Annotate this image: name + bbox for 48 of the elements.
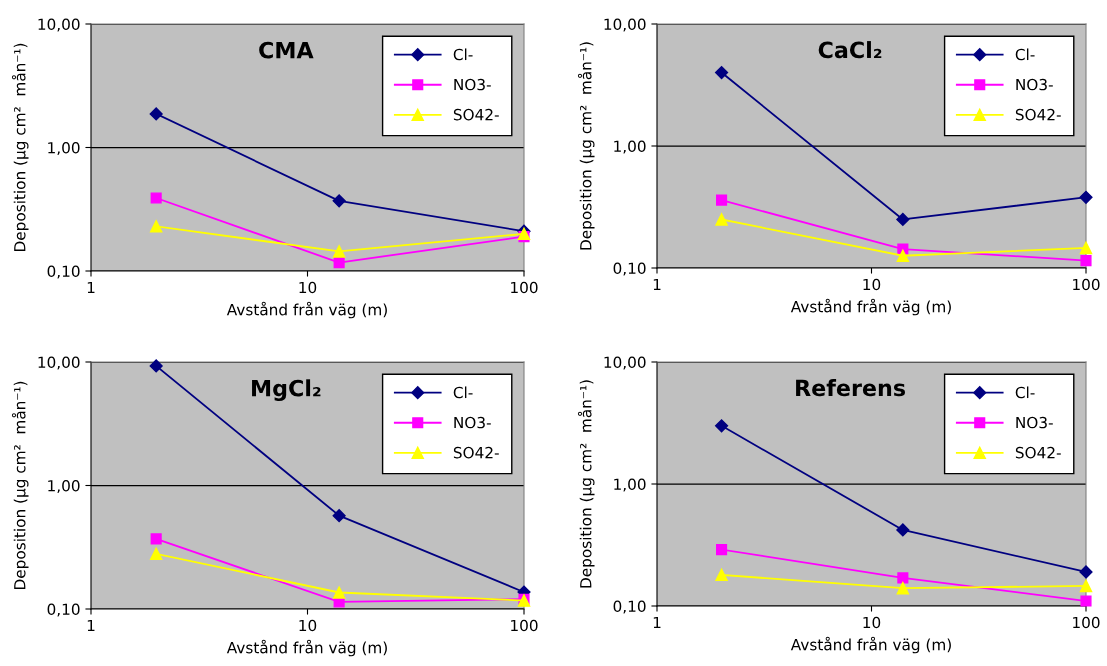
legend-label: Cl- [1015,48,1035,61]
x-tick-label: 1 [653,278,661,291]
x-axis-title: Avstånd från väg (m) [226,639,387,657]
x-tick-label: 1 [653,616,661,629]
x-tick-label: 10 [299,281,317,294]
x-tick-label: 10 [863,278,881,291]
legend-label: SO42- [453,446,499,459]
y-tick-label: 10,00 [38,18,80,32]
x-axis-title: Avstånd från väg (m) [226,301,387,319]
x-axis-title: Avstånd från väg (m) [790,298,951,316]
y-tick-label: 0,10 [613,262,646,276]
text: MgCl₂ [252,379,321,401]
y-tick-label: 1,00 [614,140,646,154]
x-tick-label: 10 [863,616,881,629]
x-tick-label: 100 [511,281,538,294]
x-tick-label: 1 [87,281,95,294]
x-tick-label: 1 [87,619,95,632]
y-tick-label: 10,00 [604,18,646,32]
y-tick-label: 0,10 [613,600,646,614]
legend-label: NO3- [454,78,491,91]
x-axis-title: Avstånd från väg (m) [790,636,951,654]
y-tick-label: 10,00 [604,356,646,370]
text: Referens [796,379,905,397]
legend-label: Cl- [453,386,473,399]
y-axis-title: Deposition (µg cm² mån⁻¹) [577,380,595,588]
y-tick-label: 1,00 [48,479,80,494]
legend-label: SO42- [1015,108,1061,121]
y-tick-label: 10,00 [38,356,80,370]
legend-label: Cl- [1015,386,1035,399]
x-tick-label: 100 [1073,616,1100,629]
y-axis-title: Deposition (µg cm² mån⁻¹) [577,42,595,250]
legend-label: NO3- [1016,416,1053,429]
y-axis-title: Deposition (µg cm² mån⁻¹) [11,381,29,589]
x-tick-label: 100 [1073,278,1100,291]
legend-label: NO3- [454,416,491,429]
legend-label: NO3- [1016,78,1053,91]
legend-label: SO42- [1015,446,1061,459]
y-tick-label: 0,10 [47,603,80,617]
x-tick-label: 10 [299,619,317,632]
y-tick-label: 1,00 [48,141,80,156]
x-tick-label: 100 [511,619,538,632]
legend-label: SO42- [453,108,499,121]
text: CMA [259,41,314,59]
legend-label: Cl- [453,48,473,61]
y-axis-title: Deposition (µg cm² mån⁻¹) [11,43,29,251]
text: CaCl₂ [818,41,882,59]
y-tick-label: 0,10 [47,265,80,279]
y-tick-label: 1,00 [614,478,646,492]
